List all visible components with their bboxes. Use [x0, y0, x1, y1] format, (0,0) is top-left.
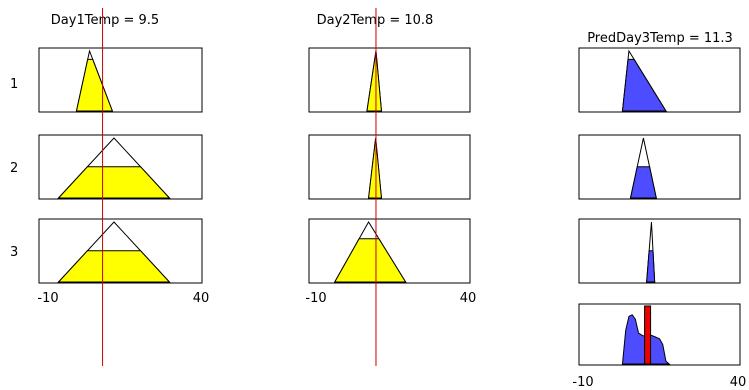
predday3-rule-2-frame [578, 134, 741, 200]
day1-rule-1-fired-area [75, 58, 114, 112]
day2-rule-3-fired-area [333, 238, 407, 283]
rule-label-3: 3 [10, 245, 18, 260]
range-max-predday3: 40 [730, 375, 747, 390]
day2-rule-1-fired-area [366, 50, 382, 112]
rule-label-1: 1 [10, 77, 18, 92]
day1-rule-2-fired-area [57, 166, 171, 199]
defuzzified-result-bar[interactable] [644, 305, 652, 365]
predday3-rule-3-frame [578, 218, 741, 284]
predday3-rule-3-fired-area [646, 250, 656, 283]
range-max-day2: 40 [460, 291, 477, 306]
range-min-day1: -10 [37, 291, 58, 306]
day1-rule-3-fired-area [57, 250, 171, 283]
day1-rule-1-frame [38, 47, 203, 113]
range-max-day1: 40 [193, 291, 210, 306]
day2-rule-1-frame [308, 47, 471, 113]
input-title-day1: Day1Temp = 9.5 [51, 13, 159, 28]
output-title-predday3: PredDay3Temp = 11.3 [587, 31, 733, 46]
range-min-predday3: -10 [572, 375, 593, 390]
day2-rule-2-frame [308, 134, 471, 200]
predday3-rule-1-fired-area [621, 58, 667, 112]
membership-panels [38, 8, 741, 366]
rule-label-2: 2 [10, 161, 18, 176]
range-min-day2: -10 [305, 291, 326, 306]
input-title-day2: Day2Temp = 10.8 [317, 13, 434, 28]
predday3-rule-2-fired-area [629, 166, 657, 199]
